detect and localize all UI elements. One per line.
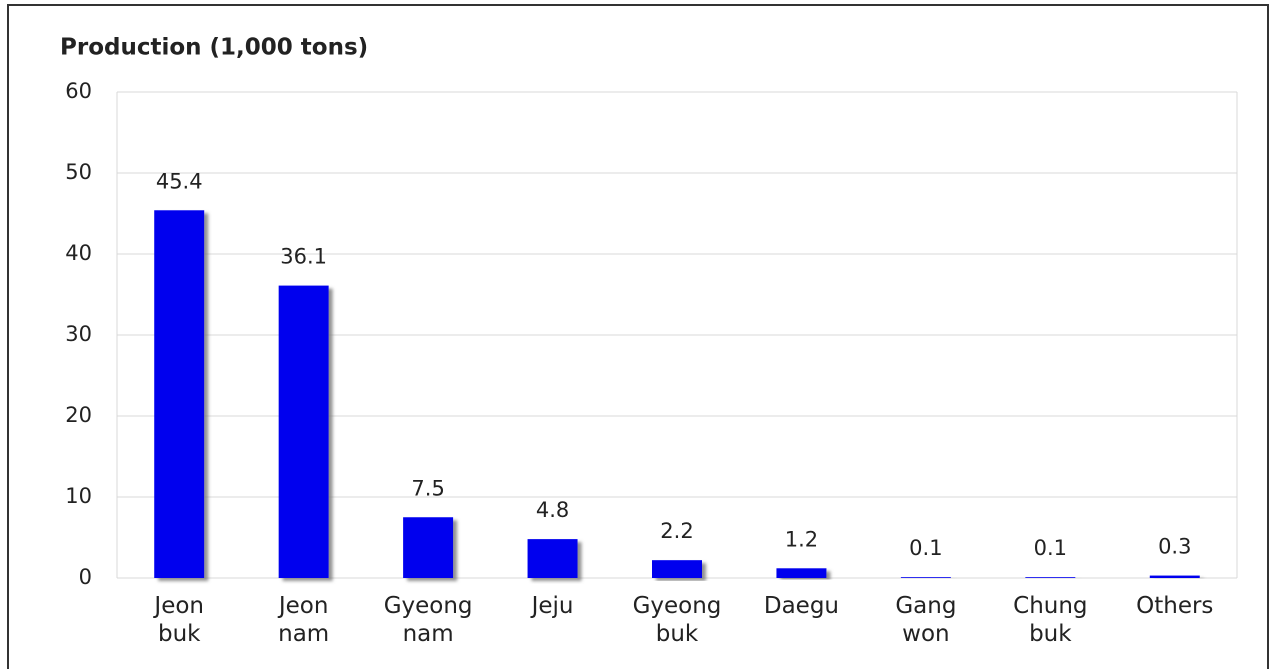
bar xyxy=(652,560,702,578)
value-label: 1.2 xyxy=(785,527,818,551)
value-label: 0.1 xyxy=(909,536,942,560)
x-tick-label: Chung buk xyxy=(1013,593,1088,647)
value-label: 0.1 xyxy=(1034,536,1067,560)
y-tick-label: 10 xyxy=(65,484,92,508)
x-tick-label: Others xyxy=(1136,593,1214,619)
bar xyxy=(527,539,578,578)
bar xyxy=(154,210,205,578)
x-tick-label: Jeon nam xyxy=(278,593,330,647)
x-tick-label: Gyeong nam xyxy=(383,593,473,647)
bar xyxy=(1025,577,1076,578)
value-label: 45.4 xyxy=(156,169,203,193)
value-label: 7.5 xyxy=(411,476,444,500)
y-tick-label: 40 xyxy=(65,241,92,265)
frame xyxy=(7,4,1269,669)
x-tick-label: Gang won xyxy=(895,593,957,647)
y-tick-label: 50 xyxy=(65,160,92,184)
value-label: 0.3 xyxy=(1158,535,1191,559)
y-tick-label: 30 xyxy=(65,322,92,346)
x-tick-label: Gyeong buk xyxy=(632,593,722,647)
y-tick-label: 60 xyxy=(65,79,92,103)
bar xyxy=(900,577,951,578)
y-tick-label: 20 xyxy=(65,403,92,427)
bar xyxy=(776,568,827,578)
value-label: 2.2 xyxy=(660,519,693,543)
bar xyxy=(278,285,329,578)
chart-title: Production (1,000 tons) xyxy=(60,35,368,61)
x-tick-label: Jeju xyxy=(531,593,574,619)
y-tick-label: 0 xyxy=(79,565,92,589)
value-label: 4.8 xyxy=(536,498,569,522)
x-tick-label: Daegu xyxy=(763,593,840,619)
x-tick-label: Jeon buk xyxy=(154,593,205,647)
value-label: 36.1 xyxy=(280,245,327,269)
bar xyxy=(1149,575,1200,578)
bar xyxy=(403,517,454,578)
